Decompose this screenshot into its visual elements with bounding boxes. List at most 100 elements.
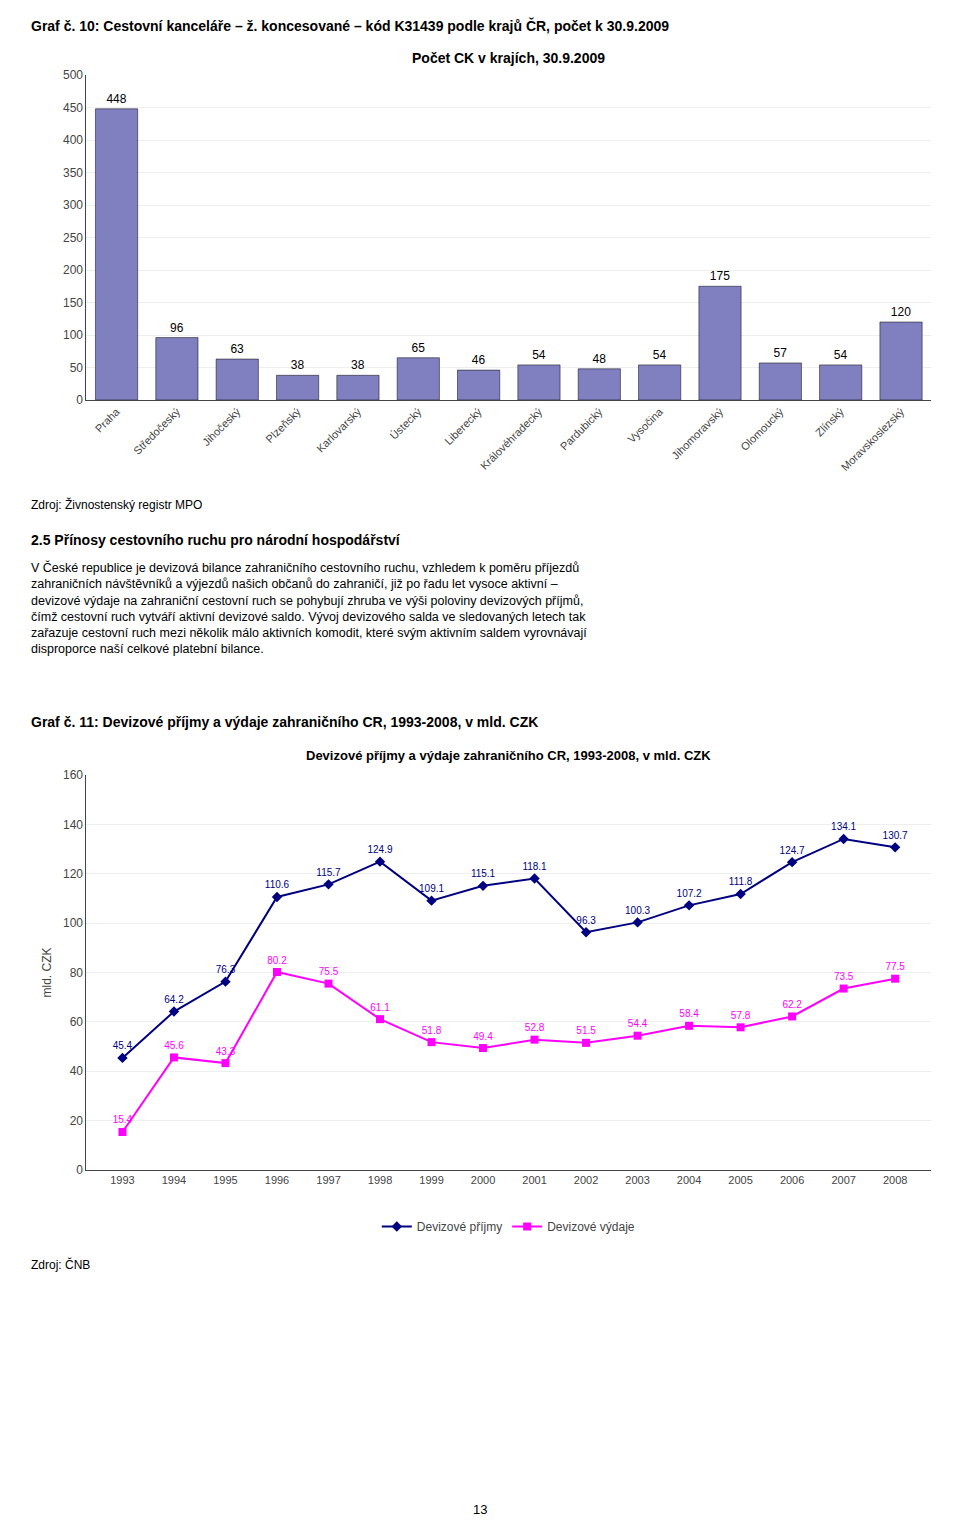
svg-text:38: 38 [351,358,365,372]
svg-text:Devizové příjmy: Devizové příjmy [417,1220,502,1234]
svg-text:Středočeský: Středočeský [131,405,183,457]
svg-text:Praha: Praha [93,405,123,435]
svg-text:mld. CZK: mld. CZK [40,947,54,997]
svg-text:Devizové výdaje: Devizové výdaje [547,1220,635,1234]
svg-text:75.5: 75.5 [319,966,339,977]
svg-text:100: 100 [63,916,83,930]
svg-text:V České republice je devizová: V České republice je devizová bilance za… [31,560,587,656]
svg-text:80: 80 [70,966,84,980]
svg-text:Počet CK v krajích, 30.9.2009: Počet CK v krajích, 30.9.2009 [412,50,605,66]
svg-text:54.4: 54.4 [628,1018,648,1029]
svg-text:40: 40 [70,1064,84,1078]
svg-text:500: 500 [63,68,83,82]
svg-text:Jihomoravský: Jihomoravský [669,405,725,461]
svg-text:73.5: 73.5 [834,971,854,982]
svg-text:448: 448 [106,92,126,106]
svg-text:65: 65 [411,341,425,355]
svg-text:450: 450 [63,101,83,115]
svg-text:175: 175 [710,269,730,283]
svg-text:109.1: 109.1 [419,883,444,894]
svg-text:Vysočina: Vysočina [625,405,665,445]
svg-text:150: 150 [63,296,83,310]
svg-text:2008: 2008 [883,1174,907,1186]
svg-text:62.2: 62.2 [782,999,802,1010]
svg-text:96.3: 96.3 [576,915,596,926]
svg-text:0: 0 [76,393,83,407]
svg-text:Plzeňský: Plzeňský [263,405,303,445]
svg-text:Devizové příjmy a výdaje zahra: Devizové příjmy a výdaje zahraničního CR… [306,748,711,763]
svg-text:2001: 2001 [522,1174,546,1186]
svg-text:51.8: 51.8 [422,1025,442,1036]
svg-text:2.5 Přínosy cestovního ruchu p: 2.5 Přínosy cestovního ruchu pro národní… [31,532,401,548]
svg-text:64.2: 64.2 [164,994,184,1005]
svg-text:Ústecký: Ústecký [387,405,423,441]
svg-text:350: 350 [63,166,83,180]
svg-text:Jihočeský: Jihočeský [200,405,243,448]
svg-text:300: 300 [63,198,83,212]
svg-text:124.7: 124.7 [780,845,805,856]
svg-text:1993: 1993 [110,1174,134,1186]
svg-text:77.5: 77.5 [885,961,905,972]
svg-text:134.1: 134.1 [831,821,856,832]
svg-text:54: 54 [653,348,667,362]
svg-text:13: 13 [473,1502,487,1517]
svg-text:Zdroj: Živnostenský registr MP: Zdroj: Živnostenský registr MPO [31,497,202,512]
svg-text:45.6: 45.6 [164,1040,184,1051]
svg-text:1997: 1997 [316,1174,340,1186]
svg-text:Pardubický: Pardubický [558,405,605,452]
svg-text:2007: 2007 [831,1174,855,1186]
svg-text:46: 46 [472,353,486,367]
svg-text:57: 57 [774,346,788,360]
svg-text:1999: 1999 [419,1174,443,1186]
svg-text:Graf č. 11: Devizové příjmy a: Graf č. 11: Devizové příjmy a výdaje zah… [31,714,538,730]
svg-text:1998: 1998 [368,1174,392,1186]
svg-text:76.3: 76.3 [216,964,236,975]
svg-text:80.2: 80.2 [267,955,287,966]
svg-text:49.4: 49.4 [473,1031,493,1042]
svg-text:61.1: 61.1 [370,1002,390,1013]
svg-text:52.8: 52.8 [525,1022,545,1033]
svg-text:57.8: 57.8 [731,1010,751,1021]
svg-text:Graf č. 10: Cestovní kanceláře: Graf č. 10: Cestovní kanceláře – ž. konc… [31,17,669,34]
svg-text:54: 54 [532,348,546,362]
svg-text:140: 140 [63,818,83,832]
svg-text:96: 96 [170,321,184,335]
svg-text:107.2: 107.2 [677,888,702,899]
svg-text:2003: 2003 [625,1174,649,1186]
svg-text:54: 54 [834,348,848,362]
svg-text:1994: 1994 [162,1174,186,1186]
svg-text:2006: 2006 [780,1174,804,1186]
svg-text:0: 0 [76,1163,83,1177]
svg-text:250: 250 [63,231,83,245]
svg-text:100.3: 100.3 [625,905,650,916]
svg-text:Zdroj: ČNB: Zdroj: ČNB [31,1257,90,1272]
svg-text:Karlovarský: Karlovarský [314,405,363,454]
svg-text:400: 400 [63,133,83,147]
svg-text:115.1: 115.1 [471,868,496,879]
svg-text:1995: 1995 [213,1174,237,1186]
svg-text:Zlínský: Zlínský [813,405,846,438]
svg-text:200: 200 [63,263,83,277]
svg-text:63: 63 [230,342,244,356]
svg-text:Moravskoslezský: Moravskoslezský [839,405,907,473]
svg-text:100: 100 [63,328,83,342]
svg-text:Liberecký: Liberecký [442,405,484,447]
svg-text:58.4: 58.4 [679,1008,699,1019]
svg-text:111.8: 111.8 [729,876,753,887]
svg-text:2004: 2004 [677,1174,701,1186]
svg-text:120: 120 [891,305,911,319]
svg-text:2005: 2005 [728,1174,752,1186]
svg-text:38: 38 [291,358,305,372]
svg-text:51.5: 51.5 [576,1025,596,1036]
svg-text:Královéhradecký: Královéhradecký [478,405,545,472]
svg-text:160: 160 [63,768,83,782]
svg-text:115.7: 115.7 [316,867,341,878]
svg-text:20: 20 [70,1114,84,1128]
svg-text:45.4: 45.4 [113,1040,133,1051]
svg-text:2002: 2002 [574,1174,598,1186]
svg-text:110.6: 110.6 [265,879,290,890]
svg-text:118.1: 118.1 [522,861,547,872]
svg-text:2000: 2000 [471,1174,495,1186]
svg-text:Olomoucký: Olomoucký [738,405,786,453]
svg-text:48: 48 [592,352,606,366]
